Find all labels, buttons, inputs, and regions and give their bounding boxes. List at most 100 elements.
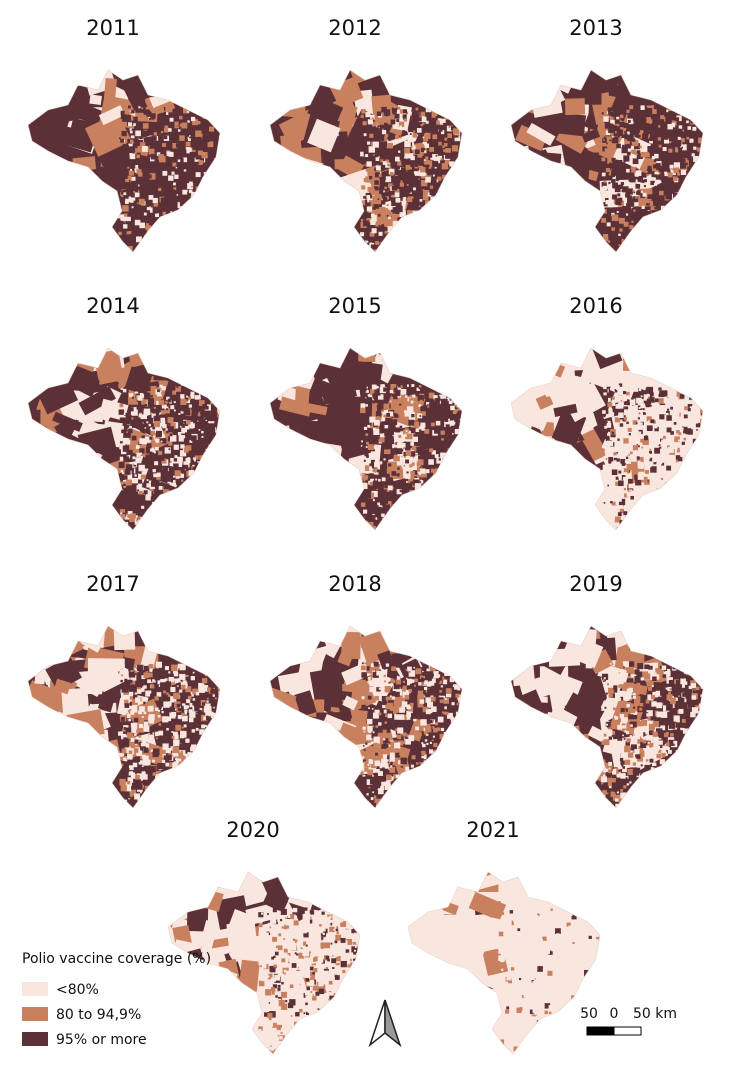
municipality — [378, 187, 381, 190]
municipality — [688, 437, 693, 443]
municipality — [692, 126, 697, 131]
municipality — [637, 473, 644, 480]
municipality — [368, 499, 372, 503]
municipality — [460, 161, 462, 168]
municipality — [365, 176, 372, 183]
municipality — [616, 143, 621, 149]
municipality — [193, 459, 196, 462]
municipality — [199, 411, 206, 418]
municipality — [125, 158, 129, 163]
municipality — [448, 419, 455, 426]
municipality — [677, 527, 683, 530]
municipality — [218, 423, 220, 428]
municipality — [222, 721, 228, 727]
municipality — [118, 231, 122, 236]
municipality — [625, 456, 629, 460]
municipality — [622, 205, 627, 211]
choropleth-map — [269, 69, 463, 257]
municipality — [705, 513, 707, 515]
municipality — [206, 787, 209, 791]
municipality — [458, 392, 461, 395]
region — [85, 739, 121, 761]
municipality — [379, 173, 386, 181]
municipality — [368, 473, 374, 479]
municipality — [614, 160, 621, 166]
municipality — [163, 132, 170, 139]
municipality — [624, 241, 628, 244]
municipality — [120, 214, 127, 221]
municipality — [441, 475, 444, 478]
municipality — [627, 528, 631, 530]
region — [516, 439, 537, 458]
municipality — [446, 180, 448, 182]
municipality — [388, 477, 392, 480]
municipality — [408, 128, 413, 133]
municipality — [146, 231, 152, 237]
municipality — [683, 414, 688, 419]
municipality — [364, 515, 370, 521]
municipality — [705, 120, 708, 123]
municipality — [608, 452, 611, 456]
municipality — [153, 132, 158, 136]
municipality — [214, 105, 220, 111]
municipality — [433, 516, 439, 521]
municipality — [219, 110, 220, 114]
municipality — [405, 217, 409, 222]
municipality — [164, 197, 170, 202]
municipality — [162, 466, 168, 472]
municipality — [176, 397, 181, 402]
municipality — [610, 387, 613, 391]
municipality — [184, 518, 187, 521]
municipality — [405, 395, 408, 398]
municipality — [194, 455, 199, 460]
municipality — [429, 533, 434, 538]
municipality — [218, 115, 220, 119]
municipality — [413, 230, 418, 236]
municipality — [189, 211, 193, 216]
municipality — [161, 706, 165, 709]
municipality — [198, 189, 205, 195]
municipality — [447, 509, 451, 513]
municipality — [370, 398, 373, 400]
municipality — [360, 471, 363, 474]
municipality — [189, 151, 196, 158]
municipality — [686, 136, 690, 140]
municipality — [198, 230, 204, 236]
map-fill — [511, 348, 708, 530]
municipality — [405, 528, 412, 530]
municipality — [155, 387, 158, 390]
municipality — [381, 533, 384, 536]
municipality — [131, 176, 136, 181]
municipality — [636, 225, 641, 230]
municipality — [366, 436, 370, 440]
municipality — [429, 433, 435, 439]
municipality — [444, 159, 450, 165]
municipality — [461, 118, 462, 124]
municipality — [139, 473, 143, 477]
municipality — [144, 530, 148, 534]
municipality — [605, 248, 612, 252]
municipality — [214, 400, 217, 403]
municipality — [698, 442, 702, 446]
municipality — [387, 237, 390, 240]
municipality — [406, 471, 409, 474]
municipality — [704, 114, 707, 117]
municipality — [157, 487, 159, 489]
municipality — [205, 385, 209, 389]
municipality — [150, 131, 155, 136]
municipality — [680, 222, 685, 227]
municipality — [210, 781, 213, 784]
municipality — [400, 531, 405, 536]
municipality — [366, 441, 369, 445]
municipality — [192, 119, 199, 126]
municipality — [373, 444, 378, 449]
municipality — [392, 509, 399, 515]
municipality — [377, 131, 380, 134]
municipality — [384, 253, 388, 257]
municipality — [206, 197, 209, 200]
municipality — [634, 231, 638, 235]
municipality — [704, 417, 708, 421]
municipality — [163, 180, 165, 183]
municipality — [635, 189, 637, 192]
municipality — [363, 459, 366, 462]
